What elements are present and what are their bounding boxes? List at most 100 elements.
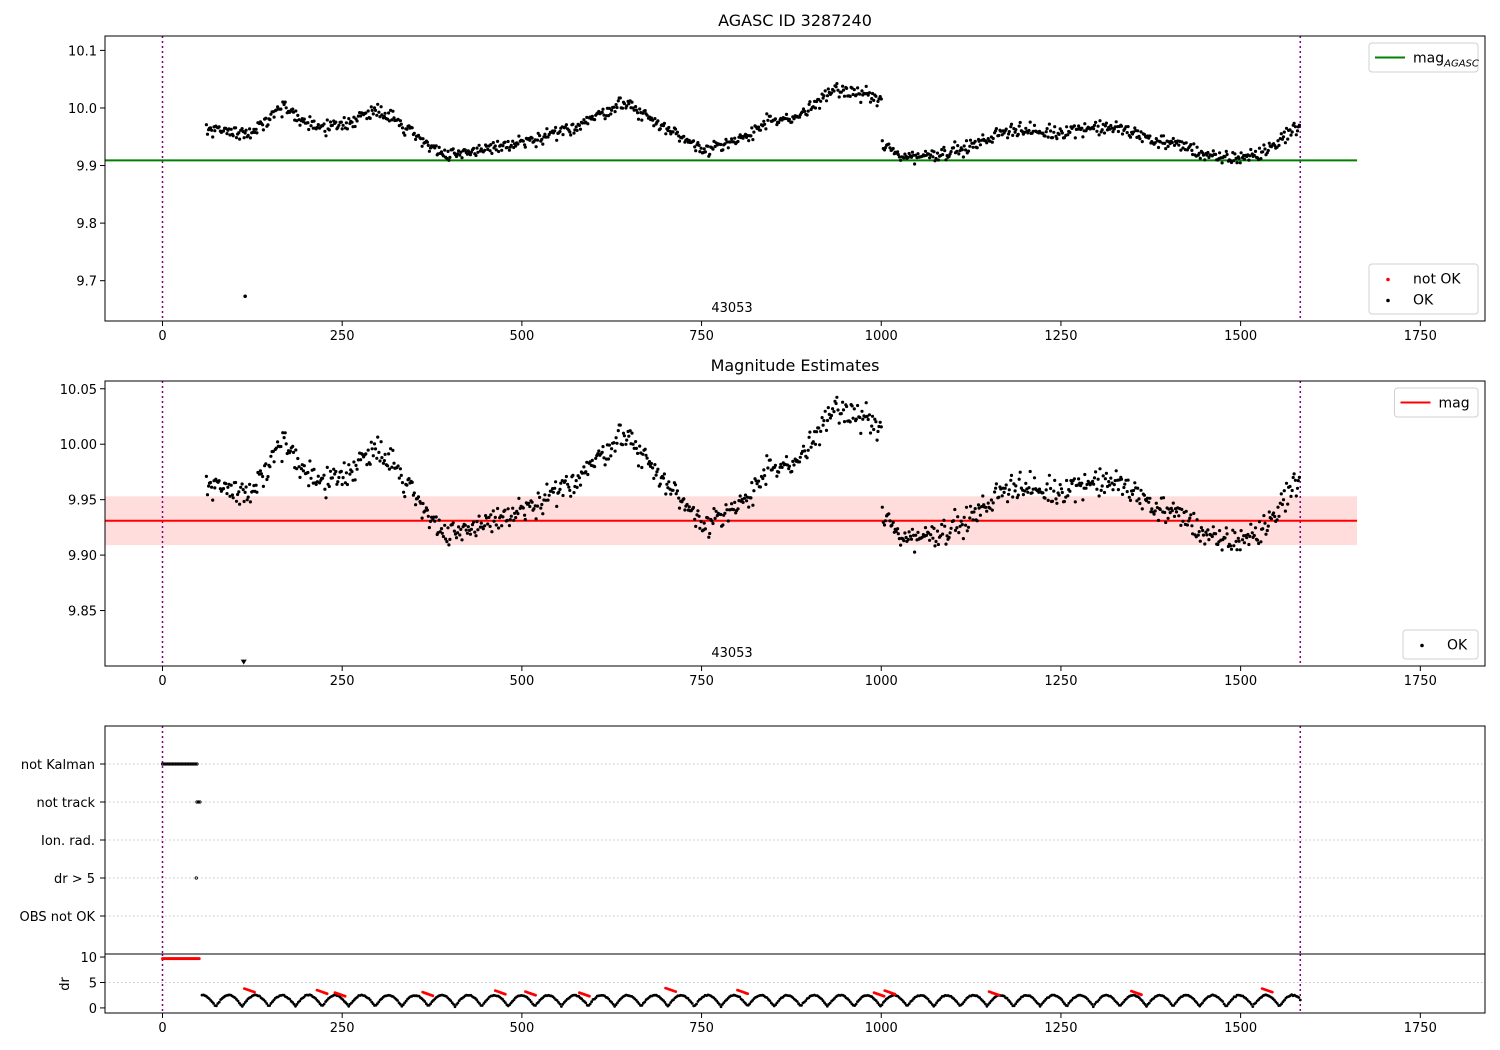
panel-dr-point <box>963 998 967 1002</box>
panel-agasc-point <box>805 113 809 117</box>
panel-mag-point <box>993 490 997 494</box>
panel-agasc-point <box>1050 136 1055 140</box>
panel-mag-point <box>371 454 375 458</box>
panel-mag-point <box>1125 490 1129 494</box>
panel-mag-point <box>307 484 311 488</box>
panel-agasc-point <box>607 106 612 110</box>
panel-mag-point <box>713 516 717 521</box>
panel-mag-point <box>1060 490 1064 495</box>
panel-dr-point <box>588 1002 592 1006</box>
panel-agasc-point <box>842 94 847 98</box>
panel-mag-point <box>822 419 826 423</box>
panel-mag-point <box>494 523 498 527</box>
panel-mag-point <box>426 514 430 518</box>
panel-mag-point <box>1247 542 1251 547</box>
panel-mag-point <box>1073 500 1077 504</box>
panel-agasc-point <box>1262 143 1266 147</box>
panel-mag-point <box>965 529 969 533</box>
panel-mag-point <box>1135 499 1139 503</box>
panel-mag-point <box>986 501 990 505</box>
panel-mag-point <box>981 494 985 498</box>
panel-agasc-point <box>1043 134 1047 138</box>
panel-agasc-point <box>309 124 313 128</box>
panel-dr-high-point <box>197 957 201 961</box>
panel-agasc-point <box>426 143 430 147</box>
panel-mag-point <box>743 493 748 497</box>
panel-mag-point <box>428 519 433 524</box>
panel-mag-point <box>710 519 714 523</box>
panel-mag-point <box>541 512 545 516</box>
panel-agasc-point <box>421 137 425 141</box>
panel-agasc-point <box>1114 120 1118 124</box>
panel-agasc-point <box>564 123 569 127</box>
panel-mag-point <box>316 474 320 478</box>
panel-mag-point <box>464 528 468 532</box>
panel-agasc-point <box>948 152 952 156</box>
panel-mag-point <box>1224 526 1228 530</box>
panel-mag-point <box>398 467 402 471</box>
panel-mag-point <box>490 530 494 534</box>
panel-mag-point <box>1092 476 1097 480</box>
panel-mag-point <box>553 486 557 490</box>
panel-mag-point <box>887 512 891 516</box>
panel-dr-red-point <box>431 994 435 998</box>
panel-mag-point <box>543 493 547 497</box>
panel-agasc-point <box>1189 143 1193 147</box>
panel-mag-point <box>412 491 416 495</box>
panel-mag-point <box>1189 513 1193 517</box>
panel-agasc-point <box>593 118 597 122</box>
panel-agasc-point <box>437 145 441 149</box>
panel-mag-point <box>908 534 913 538</box>
panel-agasc-point <box>955 149 959 153</box>
panel-agasc-point <box>752 130 756 134</box>
panel-agasc-point <box>446 149 450 153</box>
panel-mag-point <box>931 536 935 540</box>
panel-agasc-legend-box <box>1368 263 1479 315</box>
panel-agasc-point <box>953 140 957 144</box>
panel-mag-point <box>829 413 834 418</box>
panel-mag-point <box>434 515 438 519</box>
panel-mag-point <box>1201 533 1206 537</box>
panel-agasc-point <box>730 137 734 141</box>
panel-mag-xtick-label: 1000 <box>865 674 898 689</box>
panel-agasc-point <box>590 114 594 118</box>
panel-mag-point <box>706 516 710 520</box>
panel-mag-point <box>966 525 971 529</box>
panel-mag-point <box>687 505 691 509</box>
panel-mag-point <box>1196 533 1200 537</box>
panel-agasc-point <box>261 128 265 132</box>
panel-mag-point <box>914 533 918 537</box>
panel-agasc-point <box>1057 132 1061 136</box>
panel-mag-point <box>994 486 998 490</box>
panel-agasc-point <box>1047 122 1051 126</box>
panel-mag-point <box>1009 478 1013 482</box>
panel-agasc-point <box>387 111 391 115</box>
panel-mag-point <box>669 492 673 496</box>
panel-agasc-point <box>391 109 395 113</box>
panel-mag-point <box>457 525 461 529</box>
panel-mag-point <box>318 481 322 485</box>
panel-flags-flag-point <box>179 762 183 766</box>
panel-agasc-point <box>359 114 363 118</box>
panel-agasc-point <box>400 126 405 130</box>
panel-mag: Magnitude Estimates 0 250 500 750 1000 1250 15… <box>60 356 1486 689</box>
panel-mag-point <box>975 519 979 523</box>
panel-mag-point <box>1218 529 1222 533</box>
panel-mag-point <box>419 501 423 505</box>
panel-mag-point <box>1114 469 1118 473</box>
panel-mag-point <box>636 451 640 455</box>
panel-mag-point <box>483 524 487 528</box>
panel-mag-point <box>883 519 888 523</box>
panel-agasc-point <box>656 119 660 123</box>
panel-agasc-point <box>1073 136 1077 140</box>
panel-agasc-point <box>1017 124 1021 128</box>
panel-mag-point <box>1017 477 1021 481</box>
panel-mag-point <box>466 525 470 529</box>
panel-mag-point <box>321 476 325 480</box>
panel-mag-point <box>916 530 920 535</box>
panel-mag-point <box>612 441 616 445</box>
panel-mag-point <box>1142 493 1146 497</box>
panel-mag-point <box>1261 527 1265 531</box>
panel-agasc-point <box>1125 131 1129 135</box>
panel-mag-point <box>458 533 462 537</box>
